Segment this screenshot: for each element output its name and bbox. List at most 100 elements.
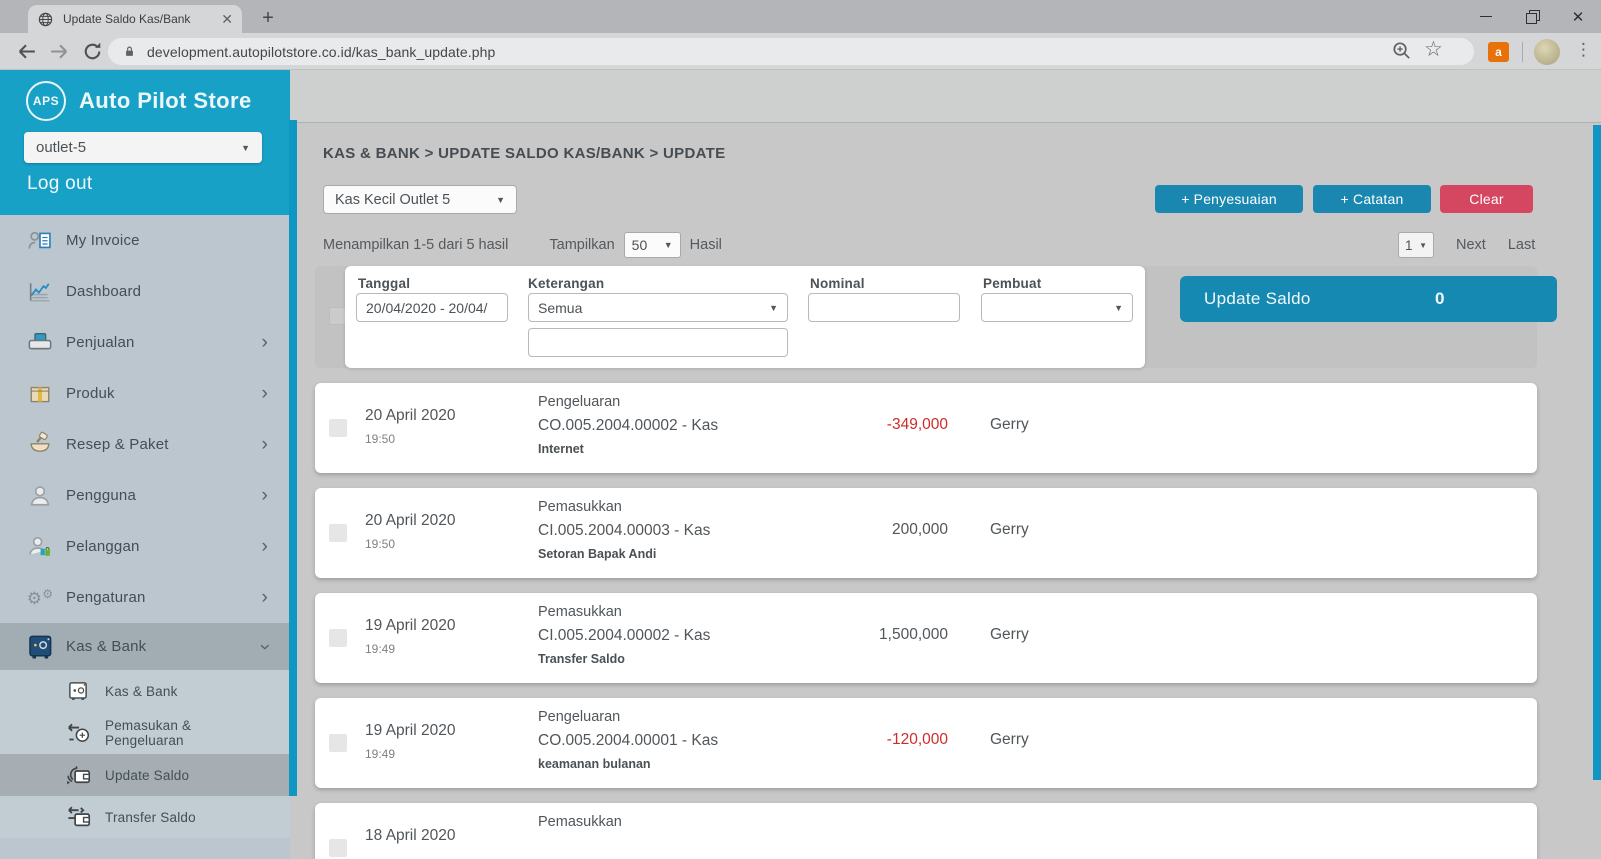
row-time: 19:50: [365, 537, 396, 551]
outlet-select[interactable]: outlet-5 ▼: [24, 132, 262, 163]
row-checkbox[interactable]: [329, 419, 347, 437]
sidebar-item-pengaturan[interactable]: ⚙⚙ Pengaturan ›: [0, 572, 290, 623]
sidebar-item-penjualan[interactable]: Penjualan ›: [0, 317, 290, 368]
row-author: Gerry: [990, 521, 1029, 538]
sidebar-header: APS Auto Pilot Store outlet-5 ▼ Log out: [0, 70, 290, 215]
sidebar-item-pelanggan[interactable]: Pelanggan ›: [0, 521, 290, 572]
page-select[interactable]: 1 ▼: [1398, 232, 1434, 258]
row-time: 19:50: [365, 432, 396, 446]
update-saldo-icon: [64, 763, 92, 787]
update-saldo-button[interactable]: Update Saldo 0: [1180, 276, 1557, 322]
sidebar-subitem-transfer-saldo[interactable]: Transfer Saldo: [0, 796, 290, 838]
nominal-input[interactable]: [808, 293, 960, 322]
invoice-icon: [24, 227, 56, 255]
browser-tab[interactable]: Update Saldo Kas/Bank ✕: [28, 5, 242, 33]
maximize-button[interactable]: [1509, 0, 1555, 33]
product-icon: [24, 380, 56, 408]
browser-tab-strip: Update Saldo Kas/Bank ✕ + ✕: [0, 0, 1601, 33]
page-size-select[interactable]: 50 ▼: [623, 232, 681, 258]
keterangan-label: Keterangan: [528, 276, 605, 291]
row-checkbox[interactable]: [329, 524, 347, 542]
sidebar-item-my-invoice[interactable]: My Invoice: [0, 215, 290, 266]
tanggal-label: Tanggal: [358, 276, 411, 291]
chevron-down-icon: ▼: [663, 240, 673, 250]
row-checkbox[interactable]: [329, 629, 347, 647]
chevron-down-icon: ›: [254, 643, 276, 650]
tab-close-icon[interactable]: ✕: [221, 11, 233, 27]
sidebar-scrollbar[interactable]: [289, 120, 297, 796]
minimize-button[interactable]: [1463, 0, 1509, 33]
tanggal-input[interactable]: [356, 293, 508, 322]
row-amount: 1,500,000: [879, 626, 948, 643]
row-date: 19 April 2020: [365, 722, 456, 739]
tab-title: Update Saldo Kas/Bank: [63, 12, 191, 26]
chevron-right-icon: ›: [261, 382, 268, 404]
new-tab-button[interactable]: +: [262, 7, 274, 29]
table-row[interactable]: 19 April 2020 19:49 Pengeluaran CO.005.2004…: [315, 698, 1537, 788]
catatan-button[interactable]: + Catatan: [1313, 185, 1431, 213]
pembuat-label: Pembuat: [983, 276, 1042, 291]
brand-logo: APS Auto Pilot Store: [26, 81, 252, 121]
zoom-icon[interactable]: [1390, 39, 1415, 64]
row-checkbox[interactable]: [329, 734, 347, 752]
sidebar-item-produk[interactable]: Produk ›: [0, 368, 290, 419]
url-text: development.autopilotstore.co.id/kas_ban…: [147, 43, 496, 60]
avatar[interactable]: [1534, 39, 1560, 65]
browser-menu-icon[interactable]: ⋮: [1575, 40, 1592, 59]
clear-button[interactable]: Clear: [1440, 185, 1533, 213]
logout-link[interactable]: Log out: [27, 173, 93, 194]
row-type: Pemasukkan: [538, 814, 622, 830]
sidebar-item-resep-paket[interactable]: Resep & Paket ›: [0, 419, 290, 470]
sidebar-item-pengguna[interactable]: Pengguna ›: [0, 470, 290, 521]
page-scrollbar[interactable]: [1593, 125, 1601, 780]
chevron-down-icon: ▼: [1419, 240, 1427, 250]
dashboard-icon: [24, 278, 56, 306]
url-bar[interactable]: development.autopilotstore.co.id/kas_ban…: [108, 38, 1474, 65]
table-row[interactable]: 18 April 2020 Pemasukkan: [315, 803, 1537, 859]
chevron-right-icon: ›: [261, 484, 268, 506]
refresh-button[interactable]: [80, 39, 105, 64]
main-content: KAS & BANK > UPDATE SALDO KAS/BANK > UPD…: [290, 70, 1601, 859]
update-saldo-count: 0: [1435, 289, 1445, 308]
extension-bag-icon[interactable]: a: [1488, 42, 1509, 62]
safe-icon: [64, 679, 92, 703]
row-ref: CO.005.2004.00001 - Kas: [538, 732, 719, 749]
close-button[interactable]: ✕: [1571, 8, 1585, 26]
hasil-label: Hasil: [689, 237, 722, 253]
account-select[interactable]: Kas Kecil Outlet 5 ▼: [323, 185, 517, 214]
sidebar-subitem-kas-bank[interactable]: Kas & Bank: [0, 670, 290, 712]
row-author: Gerry: [990, 731, 1029, 748]
next-link[interactable]: Next: [1456, 237, 1486, 253]
row-note: Transfer Saldo: [538, 652, 625, 666]
row-type: Pemasukkan: [538, 604, 622, 620]
table-row[interactable]: 20 April 2020 19:50 Pemasukkan CI.005.2004.…: [315, 488, 1537, 578]
row-time: 19:49: [365, 642, 396, 656]
chevron-right-icon: ›: [261, 535, 268, 557]
bookmark-star-icon[interactable]: ☆: [1424, 38, 1443, 61]
tampilkan-label: Tampilkan: [549, 237, 615, 253]
pembuat-select[interactable]: ▼: [981, 293, 1133, 322]
lock-icon: [122, 44, 137, 59]
table-row[interactable]: 20 April 2020 19:50 Pengeluaran CO.005.2004…: [315, 383, 1537, 473]
last-link[interactable]: Last: [1507, 237, 1536, 253]
back-button[interactable]: [14, 39, 39, 64]
row-amount: 200,000: [891, 521, 948, 538]
forward-button[interactable]: [47, 39, 72, 64]
sidebar-item-dashboard[interactable]: Dashboard: [0, 266, 290, 317]
browser-toolbar: development.autopilotstore.co.id/kas_ban…: [0, 33, 1601, 70]
keterangan-search-input[interactable]: [528, 328, 788, 357]
recipe-icon: [24, 431, 56, 459]
chevron-down-icon: ▼: [769, 302, 778, 313]
sidebar-item-kas-bank[interactable]: Kas & Bank ›: [0, 623, 290, 670]
penyesuaian-button[interactable]: + Penyesuaian: [1155, 185, 1303, 213]
row-checkbox[interactable]: [329, 839, 347, 857]
row-author: Gerry: [990, 416, 1029, 433]
chevron-right-icon: ›: [261, 433, 268, 455]
keterangan-select[interactable]: Semua ▼: [528, 293, 788, 322]
row-note: Setoran Bapak Andi: [538, 547, 657, 561]
sidebar-subitem-pemasukan-pengeluaran[interactable]: Pemasukan & Pengeluaran: [0, 712, 290, 754]
row-ref: CO.005.2004.00002 - Kas: [538, 417, 719, 434]
sidebar-subitem-update-saldo[interactable]: Update Saldo: [0, 754, 290, 796]
row-time: 19:49: [365, 747, 396, 761]
table-row[interactable]: 19 April 2020 19:49 Pemasukkan CI.005.2004.…: [315, 593, 1537, 683]
